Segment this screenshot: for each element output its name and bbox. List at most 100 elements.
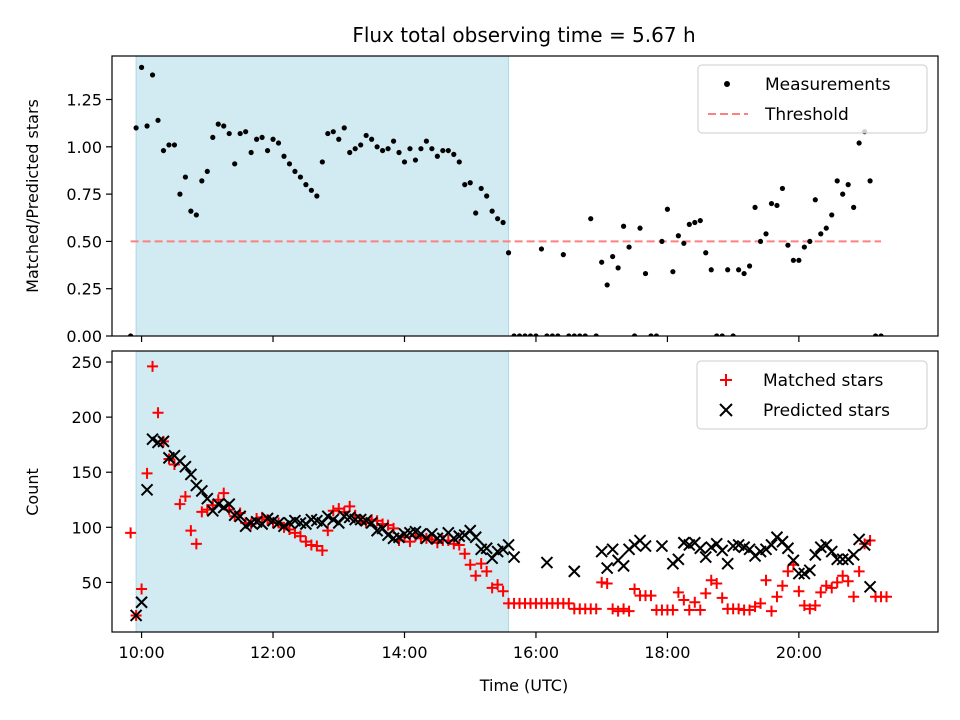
bottom-x-tick-label: 18:00: [644, 643, 690, 662]
measurement-point: [352, 146, 358, 152]
matched-point: [190, 538, 202, 550]
measurement-point: [297, 174, 304, 180]
measurement-point: [314, 193, 320, 199]
matched-point: [837, 570, 849, 582]
predicted-point: [129, 609, 143, 622]
legend-matched-marker: [720, 374, 732, 386]
predicted-point: [847, 548, 860, 562]
measurement-point: [456, 159, 462, 165]
measurement-point: [560, 252, 566, 258]
predicted-point: [135, 596, 148, 609]
measurement-point: [155, 117, 161, 123]
matched-point: [344, 500, 356, 512]
measurement-point: [385, 146, 391, 152]
measurement-point: [160, 147, 167, 154]
measurement-point: [593, 333, 599, 336]
measurement-point: [599, 259, 605, 265]
matched-point: [826, 582, 838, 594]
bottom-axes-frame: [111, 350, 939, 633]
matched-point: [316, 544, 328, 556]
measurement-point: [128, 333, 134, 336]
measurement-point: [648, 333, 654, 336]
measurement-point: [434, 153, 440, 159]
measurement-point: [264, 147, 271, 154]
measurement-point: [834, 178, 840, 184]
predicted-point: [792, 567, 806, 580]
measurement-point: [505, 250, 512, 256]
measurement-point: [489, 208, 495, 214]
matched-point: [322, 525, 334, 537]
measurement-point: [500, 219, 506, 226]
measurement-point: [697, 217, 703, 224]
predicted-point: [217, 501, 230, 514]
predicted-point: [348, 513, 362, 526]
matched-point: [881, 591, 893, 603]
measurement-point: [779, 185, 786, 192]
matched-point: [136, 583, 148, 595]
measurement-point: [626, 244, 632, 250]
matched-point: [771, 591, 783, 603]
measurement-point: [199, 178, 205, 184]
measurement-point: [495, 216, 501, 222]
matched-point: [152, 407, 164, 419]
predicted-point: [480, 542, 493, 555]
matched-point: [776, 580, 788, 592]
predicted-point: [381, 528, 395, 542]
measurement-point: [484, 193, 490, 199]
measurement-point: [714, 333, 720, 336]
top-y-tick-label: 1.00: [66, 138, 102, 157]
matched-point: [612, 605, 624, 617]
measurement-point: [867, 178, 873, 184]
measurement-point: [363, 132, 369, 139]
legend-measurements-label: Measurements: [765, 75, 891, 95]
bottom-x-tick-label: 20:00: [776, 643, 822, 662]
measurement-point: [856, 140, 862, 146]
measurement-point: [319, 159, 325, 165]
legend-threshold-label: Threshold: [764, 105, 849, 125]
predicted-point: [431, 532, 444, 545]
measurement-point: [478, 185, 484, 192]
measurement-point: [527, 333, 534, 336]
predicted-point: [184, 468, 198, 481]
predicted-point: [831, 553, 844, 566]
measurement-point: [818, 231, 824, 237]
predicted-point: [672, 553, 685, 566]
measurement-point: [133, 125, 139, 131]
predicted-point: [606, 543, 619, 556]
bottom-x-tick-label: 16:00: [513, 643, 559, 662]
measurement-point: [533, 333, 539, 336]
bottom-plot-area: [125, 351, 893, 632]
bottom-y-axis-label: Count: [23, 468, 42, 516]
matched-point: [196, 506, 208, 518]
measurement-point: [549, 333, 555, 336]
bottom-y-tick-label: 100: [71, 518, 102, 537]
matched-point: [700, 587, 712, 599]
measurement-point: [790, 257, 796, 263]
measurement-point: [330, 129, 336, 135]
predicted-point: [321, 510, 335, 523]
matched-point: [459, 548, 471, 560]
predicted-point: [600, 561, 614, 575]
measurement-point: [768, 200, 775, 207]
measurement-point: [254, 136, 260, 142]
measurement-point: [473, 210, 479, 216]
predicted-point: [809, 548, 822, 562]
top-y-tick-label: 1.25: [66, 91, 102, 110]
predicted-point: [787, 554, 800, 567]
predicted-point: [699, 550, 712, 564]
matched-point: [694, 604, 706, 616]
bottom-shaded-region: [135, 351, 510, 632]
measurement-point: [243, 129, 249, 135]
measurement-point: [369, 136, 375, 142]
top-panel: 0.00 0.25 0.50 0.75 1.00 1.25: [66, 55, 939, 346]
measurement-point: [741, 270, 747, 277]
predicted-point: [502, 538, 515, 552]
predicted-point: [507, 550, 521, 564]
matched-point: [765, 605, 777, 617]
matched-point: [475, 558, 487, 570]
predicted-point: [694, 542, 707, 555]
measurement-point: [396, 149, 402, 156]
bottom-x-tick-label: 14:00: [381, 643, 427, 662]
matched-point: [147, 360, 159, 372]
